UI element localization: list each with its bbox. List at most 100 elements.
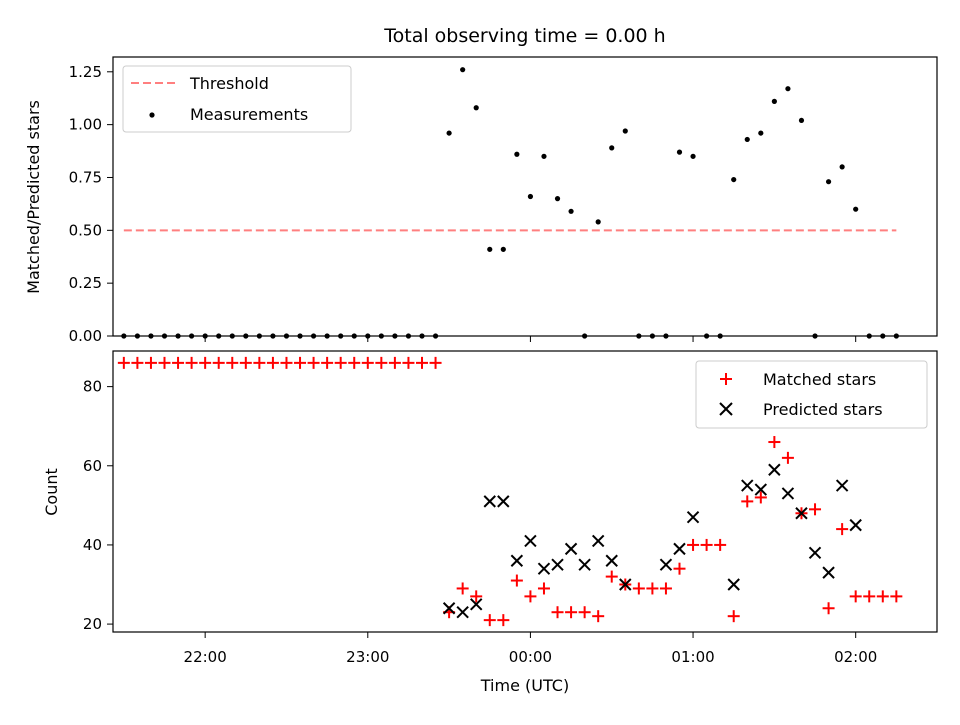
predicted-star-marker <box>470 598 483 611</box>
predicted-star-marker <box>605 554 618 567</box>
measurement-point <box>622 128 628 134</box>
matched-star-marker <box>497 614 510 627</box>
predicted-star-marker <box>822 566 835 579</box>
matched-star-marker <box>646 582 659 595</box>
top-y-tick-label: 0.00 <box>69 327 102 345</box>
matched-star-marker <box>429 356 442 369</box>
matched-star-marker <box>172 356 185 369</box>
matched-star-marker <box>144 356 157 369</box>
measurement-point <box>541 153 547 159</box>
bottom-legend-box <box>695 360 928 429</box>
matched-star-marker <box>294 356 307 369</box>
matched-star-marker <box>239 356 252 369</box>
matched-star-marker <box>456 582 469 595</box>
matched-star-marker <box>727 610 740 623</box>
matched-star-marker <box>551 606 564 619</box>
measurement-point <box>744 136 750 143</box>
predicted-star-marker <box>456 606 469 619</box>
measurement-point <box>473 105 479 111</box>
predicted-star-marker <box>686 511 700 524</box>
bottom-y-tick-label: 40 <box>83 536 102 554</box>
matched-star-marker <box>117 356 130 369</box>
matched-star-marker <box>131 356 144 369</box>
predicted-star-marker <box>442 602 456 615</box>
top-legend: Threshold Measurements <box>122 65 352 133</box>
matched-star-marker <box>687 538 700 551</box>
matched-star-marker <box>876 590 889 603</box>
legend-measurements-label: Measurements <box>190 105 308 124</box>
matched-star-marker <box>537 582 550 595</box>
measurement-point <box>839 164 845 170</box>
predicted-star-marker <box>619 578 632 591</box>
matched-star-marker <box>524 590 537 603</box>
predicted-star-marker <box>578 558 591 571</box>
matched-star-marker <box>348 356 361 369</box>
bottom-y-tick-label: 20 <box>83 615 102 633</box>
predicted-star-marker <box>781 487 795 500</box>
matched-star-marker <box>361 356 374 369</box>
matched-star-marker <box>266 356 279 369</box>
predicted-star-marker <box>673 542 686 556</box>
matched-star-marker <box>470 590 483 603</box>
x-tick-label: 22:00 <box>184 648 227 666</box>
matched-star-marker <box>416 356 428 369</box>
predicted-star-marker <box>754 483 768 496</box>
top-y-axis-label: Matched/Predicted stars <box>24 100 43 294</box>
measurement-point <box>460 67 466 73</box>
matched-star-marker <box>890 590 903 603</box>
legend-matched-marker <box>720 373 732 385</box>
bottom-panel: 22:00 23:00 00:00 01:00 02:00 20 40 60 80 <box>83 356 903 666</box>
predicted-star-marker <box>497 495 510 508</box>
matched-star-marker <box>158 356 171 369</box>
matched-star-marker <box>863 590 876 603</box>
chart-title: Total observing time = 0.00 h <box>383 25 665 47</box>
matched-star-marker <box>578 606 591 619</box>
x-tick-label: 01:00 <box>671 648 714 666</box>
matched-star-marker <box>375 356 388 369</box>
matched-star-marker <box>226 356 239 369</box>
matched-star-marker <box>822 602 835 615</box>
measurement-point <box>514 151 520 157</box>
matched-star-marker <box>402 356 415 369</box>
top-y-tick-label: 1.00 <box>69 116 102 134</box>
matched-star-marker <box>483 614 496 627</box>
matched-star-marker <box>673 562 686 575</box>
matched-star-marker <box>212 356 225 369</box>
matched-star-marker <box>768 436 781 449</box>
matched-star-marker <box>700 538 713 551</box>
measurement-point <box>825 179 832 185</box>
top-y-tick-label: 0.75 <box>69 168 102 186</box>
measurement-point <box>771 98 777 104</box>
matched-star-marker <box>659 582 672 595</box>
predicted-star-marker <box>741 479 754 492</box>
measurement-point <box>568 208 574 214</box>
measurement-point <box>676 149 683 155</box>
matched-star-marker <box>199 356 212 369</box>
matched-star-marker <box>307 356 320 369</box>
matched-star-marker <box>741 495 754 508</box>
matched-star-marker <box>781 451 794 464</box>
predicted-star-marker <box>727 578 740 591</box>
legend-matched-label: Matched stars <box>763 370 876 389</box>
matched-star-marker <box>754 491 767 504</box>
measurement-point <box>554 196 561 202</box>
bottom-legend: Matched stars Predicted stars <box>695 360 928 429</box>
predicted-star-marker <box>835 479 849 492</box>
measurement-point <box>690 153 696 159</box>
matched-star-marker <box>809 503 822 516</box>
predicted-star-marker <box>537 562 551 575</box>
matched-star-marker <box>565 606 578 619</box>
measurement-point <box>798 117 805 124</box>
predicted-star-marker <box>524 534 537 548</box>
measurement-point <box>595 219 601 225</box>
measurement-point <box>487 246 493 252</box>
matched-star-marker <box>321 356 334 369</box>
predicted-star-marker <box>659 558 673 571</box>
top-legend-box <box>122 65 352 133</box>
predicted-star-marker <box>795 507 808 520</box>
top-y-tick-label: 0.25 <box>69 274 102 292</box>
measurement-point <box>446 130 452 136</box>
matched-star-marker <box>632 582 645 595</box>
legend-predicted-label: Predicted stars <box>763 400 883 419</box>
